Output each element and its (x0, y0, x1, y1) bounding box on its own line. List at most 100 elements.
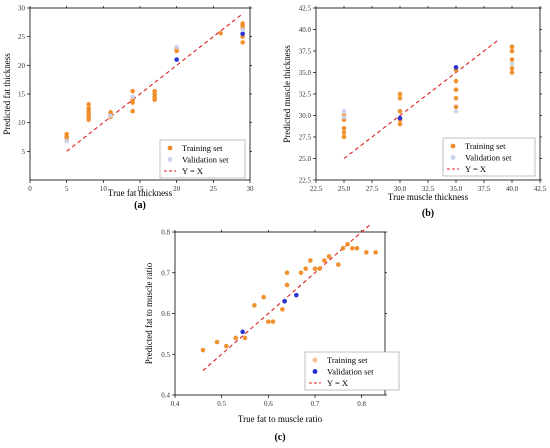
training-point (354, 246, 360, 251)
x-tick-label: 35.0 (450, 185, 463, 193)
training-point (453, 87, 459, 92)
x-tick-label: 0.4 (171, 400, 180, 408)
training-point (453, 104, 459, 110)
training-point (397, 96, 403, 101)
validation-point (453, 65, 459, 70)
training-point (86, 106, 91, 111)
training-point (397, 91, 403, 97)
validation-point (453, 108, 459, 114)
y-tick-label: 42.5 (299, 5, 312, 13)
validation-point (240, 27, 245, 33)
y-tick-label: 25.0 (299, 155, 312, 163)
x-tick-label: 25.0 (338, 185, 351, 193)
training-point (261, 294, 266, 300)
x-tick-label: 5 (65, 185, 69, 193)
x-tick-label: 0.8 (357, 400, 366, 408)
training-point (280, 307, 285, 312)
y-tick-label: 20 (18, 62, 26, 70)
validation-point (240, 31, 245, 37)
x-axis-label: True fat to muscle ratio (238, 414, 323, 424)
x-tick-label: 0 (28, 185, 32, 193)
training-point (64, 131, 69, 137)
validation-point (108, 113, 113, 119)
training-point (86, 102, 91, 107)
validation-point (294, 292, 299, 298)
x-tick-label: 0.6 (264, 400, 273, 408)
y-axis-label: Predicted muscle thickness (282, 45, 292, 143)
fit-line-y-equals-x (202, 223, 372, 371)
y-tick-label: 30 (18, 5, 26, 13)
training-point (340, 246, 346, 251)
training-point (130, 108, 135, 114)
legend-label: Validation set (465, 153, 512, 163)
validation-point (341, 114, 347, 120)
x-tick-label: 22.5 (310, 185, 323, 193)
panel-label: (b) (422, 208, 434, 219)
x-tick-label: 15 (137, 185, 145, 193)
training-point (242, 335, 248, 341)
legend-box (442, 137, 536, 177)
legend-marker-training (167, 145, 173, 151)
legend-label: Y = X (327, 378, 348, 388)
fit-line-y-equals-x (66, 13, 244, 152)
x-tick-label: 40.0 (506, 185, 519, 193)
legend-marker-validation (167, 157, 173, 162)
training-point (308, 258, 313, 263)
x-tick-label: 10 (100, 185, 108, 193)
y-tick-label: 0.4 (161, 392, 170, 400)
training-point (252, 303, 257, 308)
training-point (509, 48, 515, 54)
x-tick-label: 32.5 (422, 185, 435, 193)
legend-marker-training (312, 357, 318, 363)
validation-point (282, 298, 287, 304)
training-point (312, 266, 318, 271)
training-point (509, 65, 515, 71)
training-point (453, 96, 459, 101)
validation-point (509, 61, 515, 67)
training-point (200, 347, 206, 353)
training-point (233, 335, 238, 341)
y-tick-label: 10 (18, 119, 26, 127)
chart-panel-a: 0 5 10 15 20 25 30 5 10 15 20 25 30 True fat thicknes… (2, 5, 254, 212)
training-point (509, 57, 515, 62)
y-tick-label: 35.0 (299, 69, 312, 77)
training-point (397, 108, 403, 114)
validation-point (174, 44, 179, 50)
x-axis-label: True muscle thickness (388, 192, 469, 202)
training-point (240, 21, 245, 26)
training-point (341, 130, 347, 135)
training-point (152, 88, 157, 94)
legend-marker-training (450, 143, 456, 149)
x-axis-label: True fat thickness (108, 188, 173, 198)
legend-label: Y = X (465, 164, 486, 174)
y-tick-label: 15 (18, 91, 26, 99)
panel-label: (c) (274, 432, 285, 443)
y-tick-label: 22.5 (299, 177, 312, 185)
validation-point (130, 94, 135, 100)
training-point (341, 126, 347, 131)
training-point (284, 282, 290, 288)
training-point (240, 40, 245, 45)
x-tick-label: 27.5 (366, 185, 379, 193)
x-tick-label: 0.7 (311, 400, 320, 408)
validation-point (174, 57, 179, 62)
validation-point (397, 115, 403, 121)
legend-label: Training set (327, 355, 368, 365)
y-tick-label: 30.0 (299, 112, 312, 120)
legend-marker-validation (450, 155, 456, 160)
training-point (364, 250, 369, 255)
x-tick-label: 37.5 (478, 185, 491, 193)
x-tick-label: 30.0 (394, 185, 407, 193)
training-point (322, 258, 327, 263)
y-tick-label: 0.6 (161, 310, 170, 318)
training-point (284, 270, 290, 276)
y-axis-label: Predicted fat to muscle ratio (144, 262, 154, 364)
y-tick-label: 40.0 (299, 26, 312, 34)
y-tick-label: 5 (22, 148, 26, 156)
legend-label: Y = X (182, 166, 203, 176)
validation-point (64, 138, 69, 144)
panel-label: (a) (134, 200, 146, 211)
